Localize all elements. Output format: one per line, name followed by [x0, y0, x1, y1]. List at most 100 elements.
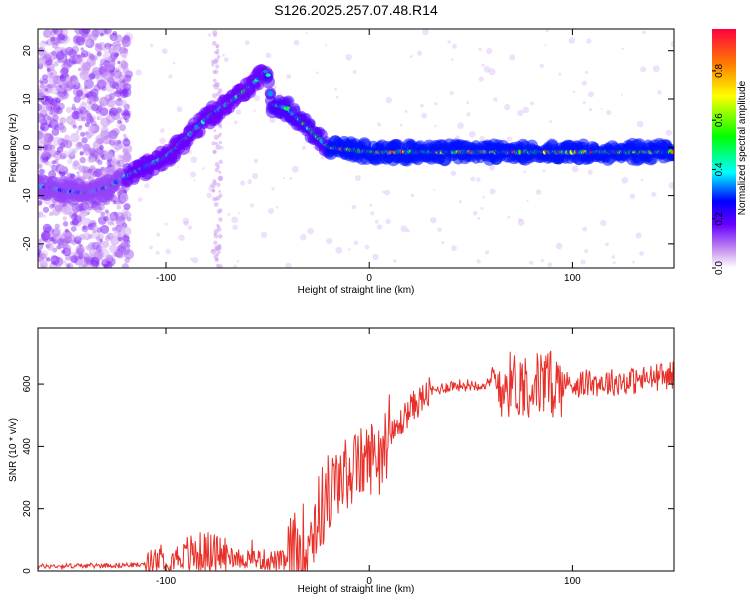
spectrogram-cell	[217, 264, 223, 268]
spectrogram-cell	[62, 216, 67, 221]
spectrogram-cell	[621, 93, 624, 97]
spectrogram-cell	[352, 69, 357, 74]
spectrogram-cell	[124, 249, 135, 260]
spectrogram-cell	[479, 135, 485, 142]
spectrogram-cell	[38, 146, 42, 153]
spectrogram-cell	[420, 103, 424, 108]
spectrogram-cell	[404, 109, 408, 113]
spectrogram-cell	[88, 147, 96, 155]
spectrogram-cell	[476, 259, 481, 264]
spectrogram-cell	[177, 165, 180, 168]
spectrogram-cell	[39, 40, 47, 48]
spectrogram-cell	[522, 106, 530, 114]
spectrogram-cell	[86, 132, 93, 139]
spectrogram-cell	[253, 109, 256, 112]
spectrogram-cell	[105, 254, 113, 262]
spectrogram-cell	[233, 120, 238, 125]
spectrogram-cell	[102, 71, 112, 81]
spectrogram-cell	[164, 222, 168, 226]
spectrogram-cell	[78, 105, 84, 111]
spectrogram-cell	[214, 69, 219, 75]
spectrogram-cell	[472, 210, 478, 216]
spectrogram-cell	[78, 254, 84, 260]
spectrogram-cell	[67, 158, 73, 165]
spectrogram-cell	[43, 214, 47, 218]
spectrogram-cell	[53, 29, 64, 36]
spectrogram-cell	[430, 216, 437, 224]
spectrogram-cell	[555, 242, 563, 250]
spectrogram-cell	[71, 106, 77, 111]
spectrogram-cell	[182, 217, 190, 225]
spectrogram-cell	[64, 73, 69, 78]
spectrogram-cell	[183, 220, 189, 227]
spectrogram-cell	[85, 245, 90, 249]
snr-xtick-label: 100	[564, 576, 581, 587]
spectrogram-cell	[76, 130, 80, 134]
spectrogram-cell	[545, 29, 549, 33]
spectrogram-cell	[251, 172, 259, 180]
spectrogram-cell	[39, 259, 48, 268]
snr-xtick-label: -100	[156, 576, 176, 587]
spectrogram-cell	[605, 242, 609, 247]
spectrogram-cell	[50, 255, 60, 266]
spectrogram-cell	[651, 191, 657, 198]
spectrogram-cell	[96, 114, 103, 121]
spectrogram-cell	[119, 248, 123, 252]
spectrogram-cell	[571, 165, 579, 173]
spectrogram-cell	[289, 177, 293, 180]
spectrogram-cell	[149, 245, 153, 250]
spectrogram-cell	[46, 148, 53, 155]
spectrogram-cell	[99, 145, 104, 151]
spectrogram-cell	[335, 246, 343, 254]
spectrogram-cell	[59, 142, 66, 149]
spectrogram-cell	[80, 49, 89, 58]
spectrogram-cell	[116, 159, 125, 168]
spectrogram-cell	[347, 248, 351, 251]
spectrogram-cell	[326, 237, 333, 245]
spectrogram-cell	[335, 95, 339, 99]
spectrogram-ytick-label: 0	[22, 144, 33, 150]
spectrogram-cell	[291, 165, 299, 173]
spectrogram-cell	[217, 250, 221, 254]
spectrogram-cell	[405, 228, 410, 233]
spectrogram-cell	[75, 234, 81, 240]
spectrogram-cell	[100, 224, 110, 234]
spectrogram-cell	[285, 262, 292, 268]
spectrogram-cell	[72, 35, 82, 44]
spectrogram-cell	[115, 216, 126, 227]
spectrogram-cell	[122, 67, 130, 74]
spectrogram-cell	[126, 239, 131, 244]
spectrogram-cell	[39, 168, 45, 175]
spectrogram-cell	[44, 88, 49, 92]
spectrogram-cell	[49, 231, 53, 234]
spectrogram-cell	[103, 215, 109, 222]
spectrogram-cell	[96, 116, 101, 121]
spectrogram-cell	[231, 216, 239, 224]
spectrogram-cell	[385, 218, 391, 225]
spectrogram-cell	[150, 43, 154, 48]
spectrogram-cell	[369, 203, 373, 207]
spectrogram-cell	[451, 43, 457, 49]
spectrogram-cell	[216, 209, 222, 214]
spectrogram-cell	[223, 57, 229, 63]
spectrogram-xtick-label: 100	[564, 273, 581, 284]
spectrogram-cell	[88, 118, 93, 122]
spectrogram-cell	[122, 143, 133, 154]
spectrogram-cell	[544, 44, 547, 47]
spectrogram-cell	[112, 37, 116, 41]
spectrogram-cell	[90, 256, 100, 267]
snr-series-line	[38, 350, 674, 571]
spectrogram-cell	[45, 39, 53, 46]
spectrogram-cell	[382, 190, 386, 194]
spectrogram-cell	[103, 150, 114, 160]
spectrogram-ridge-cell	[265, 73, 271, 77]
spectrogram-cell	[102, 53, 110, 60]
spectrogram-cell	[38, 103, 43, 112]
spectrogram-cell	[582, 101, 586, 105]
spectrogram-cell	[126, 216, 132, 222]
spectrogram-cell	[447, 40, 451, 44]
spectrogram-cell	[385, 97, 393, 104]
spectrogram-cell	[70, 74, 78, 82]
spectrogram-cell	[217, 233, 223, 239]
